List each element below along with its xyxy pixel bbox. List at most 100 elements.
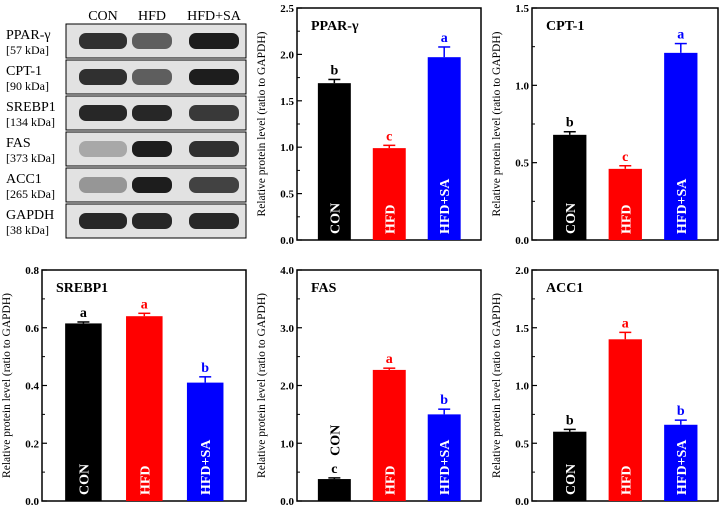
- chart-title: SREBP1: [56, 281, 108, 296]
- chart-ppar-gamma: 0.0 0.5 1.0 1.5 2.0 2.5 Relative protein level…: [256, 3, 482, 247]
- y-tick-label: 1.5: [515, 3, 529, 15]
- category-label: HFD: [383, 465, 398, 495]
- significance-letter: b: [677, 404, 685, 419]
- category-label: HFD+SA: [675, 439, 690, 495]
- chart-acc1: 0.0 0.5 1.0 1.5 2.0 Relative protein level (r…: [491, 265, 719, 508]
- significance-letter: b: [566, 116, 574, 131]
- y-tick-label: 0.4: [25, 381, 39, 393]
- bar-con: [553, 134, 587, 240]
- y-tick-label: 1.0: [280, 142, 294, 154]
- blot-protein-name: SREBP1: [6, 100, 56, 115]
- bar-hfd-sa: [664, 52, 698, 240]
- blot-protein-size: [373 kDa]: [6, 151, 55, 165]
- significance-letter: b: [566, 413, 574, 428]
- bar-hfd: [372, 369, 406, 501]
- significance-letter: b: [330, 63, 338, 78]
- y-tick-label: 0.8: [25, 265, 39, 277]
- blot-band: [79, 177, 127, 193]
- blot-protein-size: [38 kDa]: [6, 223, 49, 237]
- blot-band: [132, 33, 172, 49]
- chart-title: ACC1: [546, 281, 583, 296]
- category-label: HFD+SA: [199, 439, 214, 495]
- bar-hfd-sa: [186, 382, 224, 501]
- bar-hfd: [372, 148, 406, 240]
- category-label: HFD: [619, 204, 634, 234]
- blot-protein-name: FAS: [6, 136, 31, 151]
- category-label: HFD: [383, 204, 398, 234]
- blot-band: [79, 69, 127, 85]
- significance-letter: a: [677, 28, 684, 43]
- blot-protein-name: GAPDH: [6, 208, 54, 223]
- category-label: HFD: [619, 465, 634, 495]
- bar-hfd: [608, 339, 642, 501]
- significance-letter: c: [386, 129, 392, 144]
- y-tick-label: 4.0: [280, 265, 294, 277]
- y-tick-label: 2.0: [280, 381, 294, 393]
- y-axis-label: Relative protein level (ratio to GAPDH): [1, 293, 13, 478]
- blot-band: [189, 141, 239, 157]
- blot-lane-label: HFD+SA: [187, 9, 242, 24]
- y-tick-label: 1.0: [515, 381, 529, 393]
- blot-protein-name: ACC1: [6, 172, 42, 187]
- blot-protein-size: [57 kDa]: [6, 43, 49, 57]
- blot-band: [132, 213, 172, 229]
- significance-letter: a: [622, 316, 629, 331]
- y-axis-label: Relative protein level (ratio to GAPDH): [256, 293, 268, 478]
- blot-protein-name: CPT-1: [6, 64, 42, 79]
- blot-protein-size: [265 kDa]: [6, 187, 55, 201]
- blot-band: [132, 105, 172, 121]
- blot-band: [189, 69, 239, 85]
- bar-hfd: [126, 316, 163, 501]
- category-label: CON: [77, 464, 92, 495]
- y-tick-label: 1.5: [515, 323, 529, 335]
- category-label: CON: [564, 464, 579, 495]
- bar-con: [317, 479, 351, 501]
- significance-letter: c: [622, 150, 628, 165]
- significance-letter: a: [80, 306, 87, 321]
- category-label: HFD+SA: [438, 178, 453, 234]
- y-axis-label: Relative protein level (ratio to GAPDH): [256, 31, 268, 216]
- blot-band: [79, 105, 127, 121]
- significance-letter: b: [440, 393, 448, 408]
- chart-title: CPT-1: [546, 19, 584, 34]
- y-tick-label: 0.0: [25, 496, 39, 508]
- blot-band: [189, 105, 239, 121]
- significance-letter: b: [201, 361, 209, 376]
- bar-hfd-sa: [664, 424, 698, 501]
- category-label: CON: [328, 203, 343, 234]
- bar-hfd-sa: [427, 414, 461, 501]
- bar-con: [317, 83, 351, 240]
- y-tick-label: 2.0: [280, 49, 294, 61]
- y-axis-label: Relative protein level (ratio to GAPDH): [491, 31, 503, 216]
- bar-hfd: [608, 168, 642, 240]
- y-tick-label: 1.0: [515, 80, 529, 92]
- y-tick-label: 0.0: [280, 235, 294, 247]
- y-tick-label: 1.0: [280, 438, 294, 450]
- category-label: CON: [328, 425, 343, 456]
- blot-band: [79, 213, 127, 229]
- category-label: HFD+SA: [438, 439, 453, 495]
- category-label: HFD: [138, 465, 153, 495]
- blot-band: [189, 33, 239, 49]
- category-label: CON: [564, 203, 579, 234]
- blot-protein-size: [90 kDa]: [6, 79, 49, 93]
- chart-title: FAS: [311, 281, 337, 296]
- western-blot: CON HFD HFD+SA PPAR-γ[57 kDa] CPT-1[90 kDa] S…: [6, 9, 247, 239]
- bar-hfd-sa: [427, 57, 461, 241]
- y-tick-label: 0.0: [280, 496, 294, 508]
- blot-protein-size: [134 kDa]: [6, 115, 55, 129]
- category-label: HFD+SA: [675, 178, 690, 234]
- y-tick-label: 0.5: [515, 158, 529, 170]
- chart-srebp1: 0.0 0.2 0.4 0.6 0.8 Relative protein level (r…: [1, 265, 247, 508]
- y-tick-label: 0.5: [280, 189, 294, 201]
- blot-protein-name: PPAR-γ: [6, 28, 51, 43]
- significance-letter: c: [331, 462, 337, 477]
- chart-title: PPAR-γ: [311, 19, 359, 34]
- significance-letter: a: [386, 352, 393, 367]
- blot-band: [132, 177, 172, 193]
- y-tick-label: 2.5: [280, 3, 294, 15]
- chart-cpt-1: 0.0 0.5 1.0 1.5 Relative protein level (rati…: [491, 3, 719, 247]
- y-tick-label: 2.0: [515, 265, 529, 277]
- y-tick-label: 3.0: [280, 323, 294, 335]
- significance-letter: a: [141, 297, 148, 312]
